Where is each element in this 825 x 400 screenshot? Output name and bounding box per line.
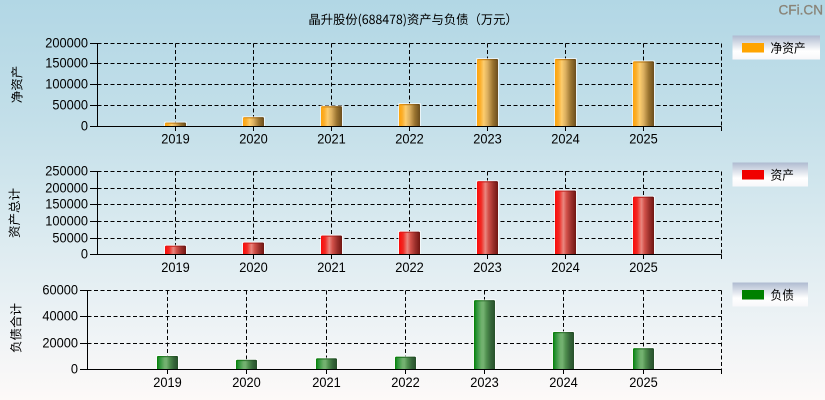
svg-text:0: 0 bbox=[71, 362, 78, 378]
svg-text:2019: 2019 bbox=[161, 260, 190, 276]
svg-text:2020: 2020 bbox=[232, 375, 261, 391]
svg-text:2024: 2024 bbox=[551, 132, 580, 148]
svg-text:0: 0 bbox=[81, 119, 88, 135]
svg-text:2020: 2020 bbox=[239, 132, 268, 148]
svg-text:100000: 100000 bbox=[45, 77, 88, 93]
svg-text:2022: 2022 bbox=[391, 375, 420, 391]
svg-text:50000: 50000 bbox=[52, 231, 88, 247]
svg-text:2021: 2021 bbox=[317, 260, 346, 276]
svg-text:100000: 100000 bbox=[45, 214, 88, 230]
svg-text:CFi.CN: CFi.CN bbox=[779, 2, 824, 18]
svg-text:250000: 250000 bbox=[45, 164, 88, 180]
svg-text:2019: 2019 bbox=[153, 375, 182, 391]
svg-text:2021: 2021 bbox=[312, 375, 341, 391]
svg-text:50000: 50000 bbox=[52, 98, 88, 114]
svg-text:2025: 2025 bbox=[629, 132, 658, 148]
svg-text:2021: 2021 bbox=[317, 132, 346, 148]
svg-text:2024: 2024 bbox=[549, 375, 578, 391]
svg-text:2023: 2023 bbox=[473, 132, 502, 148]
svg-text:60000: 60000 bbox=[42, 283, 78, 299]
svg-text:150000: 150000 bbox=[45, 197, 88, 213]
svg-text:200000: 200000 bbox=[45, 181, 88, 197]
svg-text:200000: 200000 bbox=[45, 36, 88, 52]
svg-text:2022: 2022 bbox=[395, 132, 424, 148]
svg-text:2022: 2022 bbox=[395, 260, 424, 276]
svg-text:2025: 2025 bbox=[629, 260, 658, 276]
svg-text:20000: 20000 bbox=[42, 336, 78, 352]
svg-text:150000: 150000 bbox=[45, 56, 88, 72]
svg-text:2025: 2025 bbox=[629, 375, 658, 391]
svg-text:0: 0 bbox=[81, 247, 88, 263]
svg-text:2023: 2023 bbox=[473, 260, 502, 276]
svg-text:2024: 2024 bbox=[551, 260, 580, 276]
svg-text:2023: 2023 bbox=[470, 375, 499, 391]
svg-text:2019: 2019 bbox=[161, 132, 190, 148]
svg-text:2020: 2020 bbox=[239, 260, 268, 276]
svg-text:40000: 40000 bbox=[42, 309, 78, 325]
